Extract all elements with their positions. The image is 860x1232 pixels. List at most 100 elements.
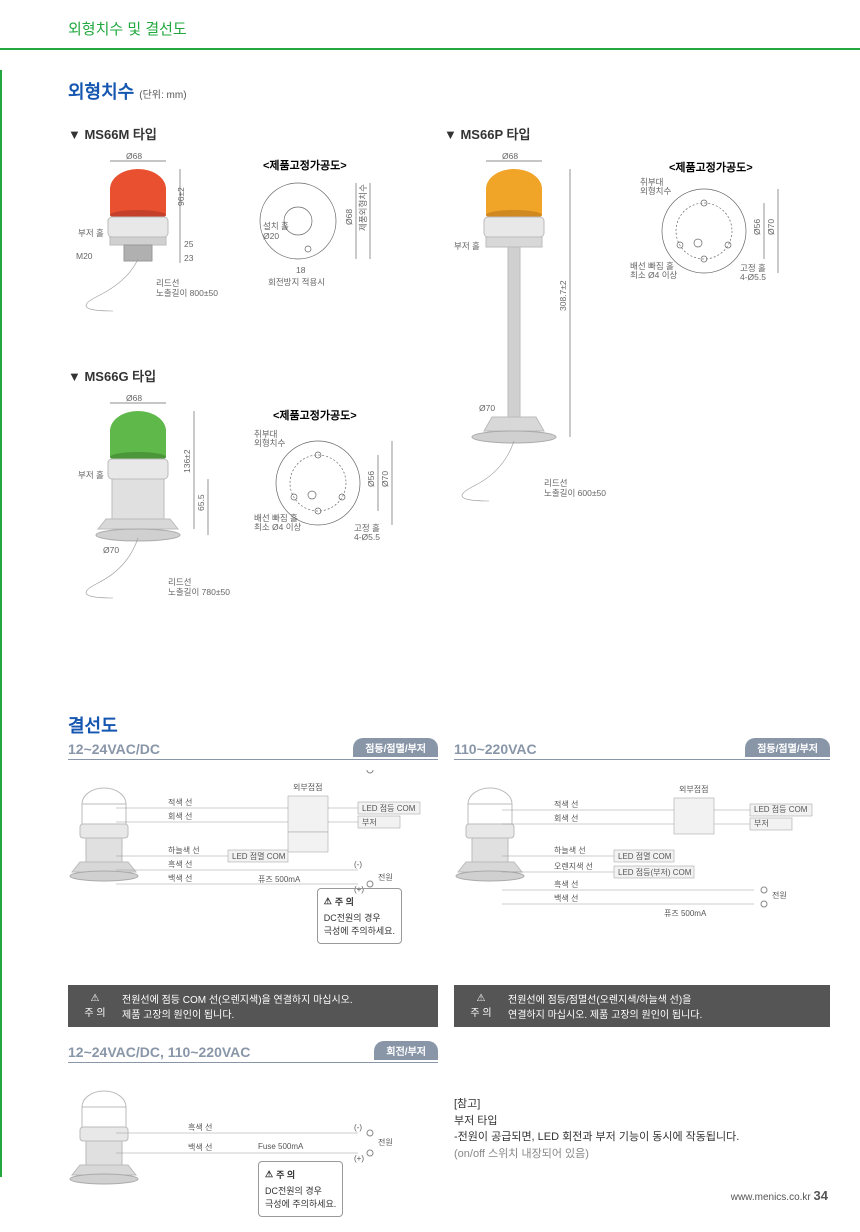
- ms66p-buzzer: 부저 홀: [454, 241, 480, 251]
- v2-ledfl: LED 점멸 COM: [618, 851, 672, 861]
- green-rule: [0, 48, 860, 50]
- page-header: 외형치수 및 결선도: [0, 0, 860, 45]
- v2-sky: 하늘색 선: [554, 845, 586, 855]
- ms66g-h2: 65.5: [196, 494, 206, 511]
- v1-white: 백색 선: [168, 873, 192, 883]
- wiring-v3-title: 12~24VAC/DC, 110~220VAC: [68, 1044, 250, 1060]
- ms66g-h1: 136±2: [182, 449, 192, 473]
- wiring-v3-badge: 회전/부저: [374, 1041, 438, 1060]
- v2-ledon: LED 점등 COM: [754, 804, 808, 814]
- wiring-v3-svg: 흑색 선 백색 선 Fuse 500mA (-) (+) 전원: [68, 1073, 438, 1203]
- ms66p-drill-title: <제품고정가공도>: [669, 160, 753, 174]
- wiring-title-text: 결선도: [68, 716, 118, 736]
- ms66p-base-dia: Ø70: [479, 403, 495, 413]
- section-wiring-title: 결선도: [0, 712, 860, 738]
- v2-red: 적색 선: [554, 799, 578, 809]
- v2-power: 전원: [772, 890, 787, 900]
- wiring-v3-col: 12~24VAC/DC, 110~220VAC 회전/부저 흑색 선 백색 선 …: [68, 1041, 438, 1232]
- ms66g-drill-wire2: 최소 Ø4 이상: [254, 522, 302, 532]
- ms66g-drawing: Ø68 Ø70 136±2 65.5 부저 홀 리드선 노출길이 780±50 …: [68, 393, 448, 623]
- v1-gray: 회색 선: [168, 811, 192, 821]
- ms66m-drill-hole: 설치 홀: [263, 221, 289, 231]
- dims-left-col: ▼ MS66M 타입 Ø68 96±2 25 23 부저 홀 M20 리드선 노…: [68, 124, 444, 684]
- wiring-v2-svg: 적색 선 회색 선 하늘색 선 오렌지색 선 흑색 선 백색 선 외부접점 LE…: [454, 770, 834, 970]
- ms66m-drill-title: <제품고정가공도>: [263, 158, 347, 172]
- v2-white: 백색 선: [554, 893, 578, 903]
- ms66g-top-dia: Ø68: [126, 393, 142, 403]
- dim-title-text: 외형치수: [68, 82, 134, 102]
- wiring-v1-badge: 점등/점멸/부저: [353, 738, 438, 757]
- ms66g-lead: 리드선: [168, 577, 191, 587]
- ms66m-lead-len: 노출길이 800±50: [156, 288, 218, 298]
- v1-power: 전원: [378, 872, 393, 882]
- wiring-v1-title: 12~24VAC/DC: [68, 741, 160, 757]
- ms66p-block: ▼ MS66P 타입 Ø68 Ø70 308.7±2 부저 홀 리드선 노출길이…: [444, 124, 820, 556]
- ms66m-drill-d2: 제품외형치수: [358, 184, 368, 231]
- dim-unit: (단위: mm): [139, 90, 186, 101]
- ms66m-h2: 25: [184, 239, 194, 249]
- reference-note: [참고] 부저 타입 -전원이 공급되면, LED 회전과 부저 기능이 동시에…: [454, 1096, 820, 1162]
- page-footer: www.menics.co.kr 34: [731, 1188, 828, 1203]
- wiring-v2-badge: 점등/점멸/부저: [745, 738, 830, 757]
- ms66m-lead: 리드선: [156, 278, 179, 288]
- ref-line1: -전원이 공급되면, LED 회전과 부저 기능이 동시에 작동됩니다.: [454, 1129, 820, 1146]
- warning-icon: ⚠: [324, 896, 332, 907]
- ms66g-block: ▼ MS66G 타입 Ø68 Ø70 136±2 65.5 부저 홀 리드선 노…: [68, 366, 444, 628]
- ms66p-lead-len: 노출길이 600±50: [544, 488, 606, 498]
- v2-warn-bar: ⚠주 의 전원선에 점등/점멸선(오렌지색/하늘색 선)을 연결하지 마십시오.…: [454, 985, 830, 1027]
- wiring-v2-body: 적색 선 회색 선 하늘색 선 오렌지색 선 흑색 선 백색 선 외부접점 LE…: [454, 759, 830, 979]
- ms66p-drill-wire2: 최소 Ø4 이상: [630, 270, 678, 280]
- dimensions-area: ▼ MS66M 타입 Ø68 96±2 25 23 부저 홀 M20 리드선 노…: [0, 124, 860, 684]
- v1-red: 적색 선: [168, 797, 192, 807]
- v2-ledonbz: LED 점등(부저) COM: [618, 867, 692, 877]
- ms66p-top-dia: Ø68: [502, 151, 518, 161]
- ms66p-drill-d1: Ø56: [752, 219, 762, 235]
- v1-ledfl: LED 점멸 COM: [232, 851, 286, 861]
- footer-url: www.menics.co.kr: [731, 1192, 811, 1203]
- ref-title: [참고]: [454, 1096, 820, 1113]
- ms66p-drawing: Ø68 Ø70 308.7±2 부저 홀 리드선 노출길이 600±50 <제품…: [444, 151, 824, 551]
- ms66m-drill-note: 회전방지 적용시: [268, 277, 325, 287]
- v1-fuse: 퓨즈 500mA: [258, 875, 301, 884]
- v1-ext: 외부접점: [293, 782, 322, 792]
- wiring-v1-head: 12~24VAC/DC 점등/점멸/부저: [68, 738, 438, 757]
- v1-note-box: ⚠⚠ 주 의주 의 DC전원의 경우 극성에 주의하세요.: [317, 888, 402, 944]
- dims-right-col: ▼ MS66P 타입 Ø68 Ø70 308.7±2 부저 홀 리드선 노출길이…: [444, 124, 820, 684]
- wiring-v3-head: 12~24VAC/DC, 110~220VAC 회전/부저: [68, 1041, 438, 1060]
- v3-note-box: ⚠주 의 DC전원의 경우 극성에 주의하세요.: [258, 1161, 343, 1217]
- ref-sub: 부저 타입: [454, 1113, 820, 1130]
- ref-line2: (on/off 스위치 내장되어 있음): [454, 1146, 820, 1163]
- ms66p-drill-fix2: 4-Ø5.5: [740, 272, 766, 282]
- ms66p-label: ▼ MS66P 타입: [444, 124, 820, 143]
- v1-warn-bar: ⚠주 의 전원선에 점등 COM 선(오렌지색)을 연결하지 마십시오. 제품 …: [68, 985, 438, 1027]
- wiring-v1-body: 적색 선 회색 선 하늘색 선 흑색 선 백색 선 외부접점 LED 점등 CO…: [68, 759, 438, 979]
- ms66m-top-dia: Ø68: [126, 151, 142, 161]
- v3-fuse: Fuse 500mA: [258, 1142, 304, 1151]
- v2-ext: 외부접점: [679, 784, 708, 794]
- v1-minus: (-): [354, 860, 362, 869]
- ms66g-drill-d2: Ø70: [380, 471, 390, 487]
- wiring-v3-body: 흑색 선 백색 선 Fuse 500mA (-) (+) 전원 ⚠주 의 DC전…: [68, 1062, 438, 1232]
- warning-icon: ⚠주 의: [464, 993, 498, 1019]
- section-dimensions-title: 외형치수 (단위: mm): [0, 78, 860, 104]
- warning-icon: ⚠주 의: [78, 993, 112, 1019]
- wiring-v2-col: 110~220VAC 점등/점멸/부저 적색 선 회색 선 하늘색 선 오렌지색…: [454, 738, 830, 1027]
- v3-black: 흑색 선: [188, 1122, 212, 1132]
- ms66p-drill-d2: Ø70: [766, 219, 776, 235]
- v3-note-title: ⚠주 의: [265, 1168, 336, 1181]
- v1-note-title: ⚠⚠ 주 의주 의: [324, 895, 395, 908]
- ms66p-h1: 308.7±2: [558, 280, 568, 311]
- ms66g-base-dia: Ø70: [103, 545, 119, 555]
- ms66p-drill-out2: 외형치수: [640, 186, 671, 196]
- ms66m-h1: 96±2: [176, 187, 186, 206]
- ms66g-drill-out2: 외형치수: [254, 438, 285, 448]
- page-title: 외형치수 및 결선도: [68, 21, 187, 38]
- v2-gray: 회색 선: [554, 813, 578, 823]
- ms66m-label: ▼ MS66M 타입: [68, 124, 444, 143]
- ms66m-drill-d1: Ø68: [344, 209, 354, 225]
- ms66p-lead: 리드선: [544, 478, 567, 488]
- v3-note-body: DC전원의 경우 극성에 주의하세요.: [265, 1184, 336, 1210]
- v1-warn-body: 전원선에 점등 COM 선(오렌지색)을 연결하지 마십시오. 제품 고장의 원…: [122, 991, 353, 1021]
- v3-power: 전원: [378, 1137, 393, 1147]
- side-stripe: [0, 70, 2, 1177]
